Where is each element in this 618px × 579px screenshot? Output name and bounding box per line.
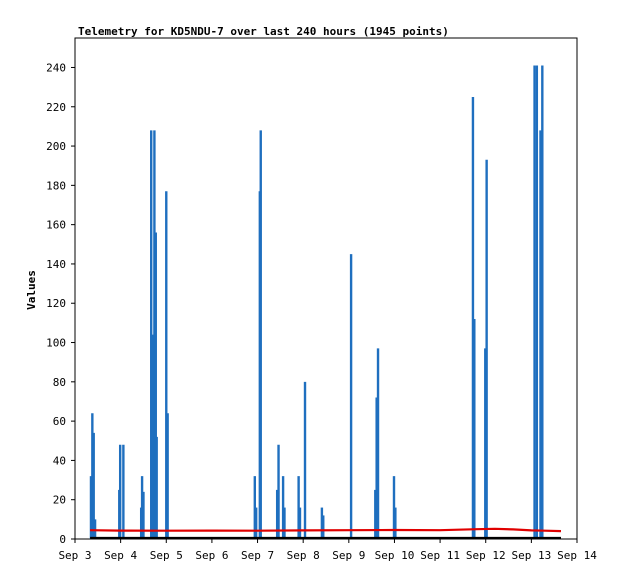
y-tick-label: 20 <box>53 494 66 507</box>
x-tick-label: Sep 11 <box>420 549 460 562</box>
x-tick-label: Sep 13 <box>511 549 551 562</box>
x-tick-label: Sep 9 <box>332 549 365 562</box>
x-tick-label: Sep 8 <box>287 549 320 562</box>
x-tick-label: Sep 4 <box>104 549 137 562</box>
y-tick-label: 120 <box>46 297 66 310</box>
y-tick-label: 160 <box>46 219 66 232</box>
y-tick-label: 60 <box>53 415 66 428</box>
y-tick-label: 220 <box>46 101 66 114</box>
y-tick-label: 0 <box>59 533 66 546</box>
chart-title: Telemetry for KD5NDU-7 over last 240 hou… <box>78 25 449 38</box>
x-tick-label: Sep 7 <box>241 549 274 562</box>
y-tick-label: 80 <box>53 376 66 389</box>
y-axis: 0 20 40 60 80 100 120 140 160 180 200 220 240 <box>46 61 75 546</box>
x-tick-label: Sep 14 <box>557 549 597 562</box>
y-tick-label: 180 <box>46 179 66 192</box>
x-tick-label: Sep 3 <box>58 549 91 562</box>
telemetry-lines <box>90 527 562 540</box>
y-axis-label: Values <box>25 270 38 310</box>
telemetry-line <box>90 527 562 533</box>
y-tick-label: 40 <box>53 454 66 467</box>
x-tick-label: Sep 12 <box>466 549 506 562</box>
y-tick-label: 200 <box>46 140 66 153</box>
x-axis: Sep 3 Sep 4 Sep 5 Sep 6 Sep 7 Sep 8 Sep 9 Sep 1… <box>58 539 597 562</box>
x-tick-label: Sep 10 <box>375 549 415 562</box>
telemetry-spikes <box>89 65 544 539</box>
y-tick-label: 240 <box>46 61 66 74</box>
x-tick-label: Sep 5 <box>150 549 183 562</box>
y-tick-label: 100 <box>46 337 66 350</box>
x-tick-label: Sep 6 <box>195 549 228 562</box>
y-tick-label: 140 <box>46 258 66 271</box>
